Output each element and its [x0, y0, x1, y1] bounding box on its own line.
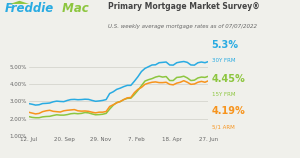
Text: 4.45%: 4.45%: [212, 74, 245, 84]
Text: 4.19%: 4.19%: [212, 106, 245, 116]
Text: 15Y FRM: 15Y FRM: [212, 92, 235, 97]
Text: U.S. weekly average mortgage rates as of 07/07/2022: U.S. weekly average mortgage rates as of…: [108, 24, 257, 30]
Text: Freddie: Freddie: [4, 2, 54, 15]
Text: 5.3%: 5.3%: [212, 40, 239, 49]
Text: Mac: Mac: [58, 2, 89, 15]
Text: 5/1 ARM: 5/1 ARM: [212, 124, 234, 129]
Text: Primary Mortgage Market Survey®: Primary Mortgage Market Survey®: [108, 2, 260, 11]
Text: 30Y FRM: 30Y FRM: [212, 58, 235, 63]
